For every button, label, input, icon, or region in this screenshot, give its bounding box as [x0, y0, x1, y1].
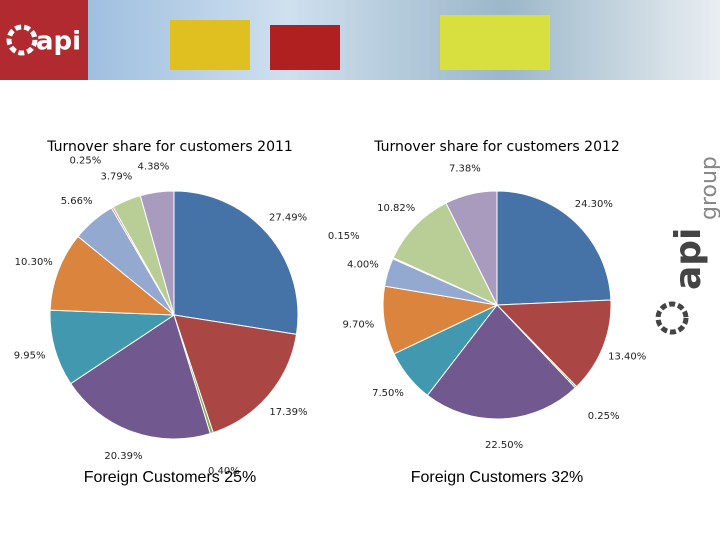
value-label: 7.38% — [449, 164, 481, 175]
pie-slice — [139, 190, 175, 316]
value-label: 27.49% — [269, 213, 307, 224]
caption: Foreign Customers 25% — [84, 469, 257, 486]
banner-machine — [270, 25, 340, 70]
value-label: 0.15% — [328, 231, 360, 242]
chart-title: Turnover share for customers 2012 — [373, 139, 620, 155]
value-label: 9.95% — [14, 351, 46, 362]
side-logo-name: api — [668, 228, 709, 290]
logo-gear — [6, 24, 38, 56]
value-label: 10.30% — [15, 257, 53, 268]
pie-slice — [426, 304, 577, 420]
value-label: 0.40% — [208, 466, 240, 477]
logo-text: api — [36, 27, 81, 57]
pie-slice — [49, 235, 176, 316]
pie-slice — [70, 314, 211, 440]
value-label: 4.00% — [347, 260, 379, 271]
value-label: 7.50% — [372, 388, 404, 399]
value-label: 20.39% — [104, 451, 142, 462]
pie-slice — [173, 190, 299, 335]
side-logo: api group — [668, 156, 720, 290]
pie-slice — [49, 309, 176, 385]
caption: Foreign Customers 32% — [411, 469, 584, 486]
banner-machine — [440, 15, 550, 70]
value-label: 13.40% — [608, 352, 646, 363]
value-label: 5.66% — [61, 196, 93, 207]
value-label: 4.38% — [138, 161, 170, 172]
logo-box — [0, 0, 88, 80]
banner-machine — [170, 20, 250, 70]
value-label: 0.25% — [69, 156, 101, 167]
value-label: 17.39% — [269, 407, 307, 418]
banner — [0, 0, 720, 80]
value-label: 9.70% — [342, 319, 374, 330]
pie-slice — [392, 202, 499, 307]
value-label: 22.50% — [485, 440, 523, 451]
side-logo-gear — [655, 301, 689, 335]
pie-slice — [445, 190, 498, 306]
value-label: 24.30% — [575, 199, 613, 210]
pie-slice — [495, 299, 612, 388]
value-label: 0.25% — [588, 411, 620, 422]
pie-slice — [496, 190, 612, 306]
side-logo-suffix: group — [697, 156, 720, 220]
value-label: 3.79% — [100, 172, 132, 183]
chart-title: Turnover share for customers 2011 — [46, 139, 293, 155]
value-label: 10.82% — [377, 203, 415, 214]
banner-rule — [0, 80, 720, 84]
pie-slice — [173, 314, 298, 434]
